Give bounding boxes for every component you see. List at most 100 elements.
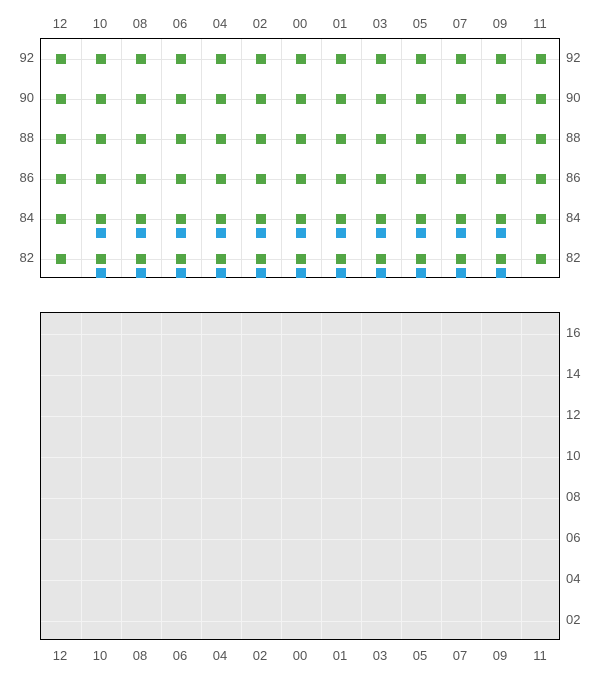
data-marker — [416, 254, 426, 264]
data-marker — [456, 94, 466, 104]
grid-line-vertical — [161, 313, 162, 639]
x-axis-label-top: 03 — [365, 16, 395, 31]
x-axis-label-bottom: 05 — [405, 648, 435, 663]
data-marker — [256, 174, 266, 184]
data-marker — [456, 54, 466, 64]
x-axis-label-top: 04 — [205, 16, 235, 31]
data-marker — [176, 134, 186, 144]
x-axis-label-bottom: 07 — [445, 648, 475, 663]
data-marker — [536, 94, 546, 104]
data-marker — [296, 94, 306, 104]
data-marker — [136, 94, 146, 104]
data-marker — [416, 94, 426, 104]
data-marker — [336, 214, 346, 224]
data-marker — [496, 268, 506, 278]
grid-line-vertical — [121, 313, 122, 639]
grid-line-vertical — [321, 313, 322, 639]
data-marker — [136, 214, 146, 224]
data-marker — [176, 254, 186, 264]
data-marker — [296, 254, 306, 264]
x-axis-label-bottom: 01 — [325, 648, 355, 663]
grid-line-horizontal — [41, 416, 559, 417]
data-marker — [96, 268, 106, 278]
data-marker — [96, 94, 106, 104]
y-axis-label-right: 14 — [566, 366, 580, 381]
data-marker — [56, 254, 66, 264]
data-marker — [376, 174, 386, 184]
data-marker — [416, 228, 426, 238]
data-marker — [56, 54, 66, 64]
grid-line-vertical — [441, 39, 442, 277]
grid-line-horizontal — [41, 621, 559, 622]
grid-line-vertical — [241, 39, 242, 277]
x-axis-label-top: 07 — [445, 16, 475, 31]
data-marker — [376, 228, 386, 238]
data-marker — [376, 268, 386, 278]
data-marker — [256, 94, 266, 104]
grid-line-vertical — [441, 313, 442, 639]
grid-line-vertical — [401, 39, 402, 277]
data-marker — [136, 54, 146, 64]
data-marker — [256, 228, 266, 238]
x-axis-label-bottom: 03 — [365, 648, 395, 663]
chart-container: 1210080604020001030507091192908886848292… — [0, 0, 600, 680]
x-axis-label-top: 08 — [125, 16, 155, 31]
x-axis-label-top: 12 — [45, 16, 75, 31]
data-marker — [256, 134, 266, 144]
data-marker — [376, 254, 386, 264]
y-axis-label-right: 86 — [566, 170, 580, 185]
y-axis-label-right: 92 — [566, 50, 580, 65]
y-axis-label-right: 88 — [566, 130, 580, 145]
y-axis-label-left: 86 — [20, 170, 34, 185]
data-marker — [536, 254, 546, 264]
y-axis-label-right: 04 — [566, 571, 580, 586]
data-marker — [256, 268, 266, 278]
x-axis-label-top: 10 — [85, 16, 115, 31]
grid-line-vertical — [201, 39, 202, 277]
grid-line-horizontal — [41, 498, 559, 499]
data-marker — [96, 134, 106, 144]
x-axis-label-bottom: 02 — [245, 648, 275, 663]
data-marker — [96, 174, 106, 184]
data-marker — [216, 254, 226, 264]
y-axis-label-left: 90 — [20, 90, 34, 105]
grid-line-vertical — [281, 39, 282, 277]
data-marker — [496, 134, 506, 144]
y-axis-label-right: 16 — [566, 325, 580, 340]
y-axis-label-right: 02 — [566, 612, 580, 627]
x-axis-label-bottom: 04 — [205, 648, 235, 663]
data-marker — [136, 254, 146, 264]
data-marker — [456, 134, 466, 144]
top-panel — [40, 38, 560, 278]
data-marker — [496, 174, 506, 184]
data-marker — [416, 268, 426, 278]
data-marker — [496, 94, 506, 104]
y-axis-label-right: 08 — [566, 489, 580, 504]
data-marker — [136, 174, 146, 184]
data-marker — [416, 174, 426, 184]
grid-line-vertical — [361, 313, 362, 639]
data-marker — [456, 254, 466, 264]
grid-line-vertical — [201, 313, 202, 639]
data-marker — [496, 54, 506, 64]
data-marker — [536, 134, 546, 144]
grid-line-horizontal — [41, 539, 559, 540]
data-marker — [496, 254, 506, 264]
data-marker — [216, 94, 226, 104]
data-marker — [96, 214, 106, 224]
y-axis-label-right: 10 — [566, 448, 580, 463]
data-marker — [296, 174, 306, 184]
data-marker — [536, 174, 546, 184]
grid-line-horizontal — [41, 580, 559, 581]
data-marker — [96, 254, 106, 264]
grid-line-vertical — [161, 39, 162, 277]
grid-line-horizontal — [41, 334, 559, 335]
data-marker — [256, 54, 266, 64]
x-axis-label-top: 02 — [245, 16, 275, 31]
data-marker — [216, 268, 226, 278]
data-marker — [176, 54, 186, 64]
grid-line-vertical — [81, 39, 82, 277]
x-axis-label-top: 06 — [165, 16, 195, 31]
x-axis-label-top: 11 — [525, 16, 555, 31]
y-axis-label-right: 06 — [566, 530, 580, 545]
